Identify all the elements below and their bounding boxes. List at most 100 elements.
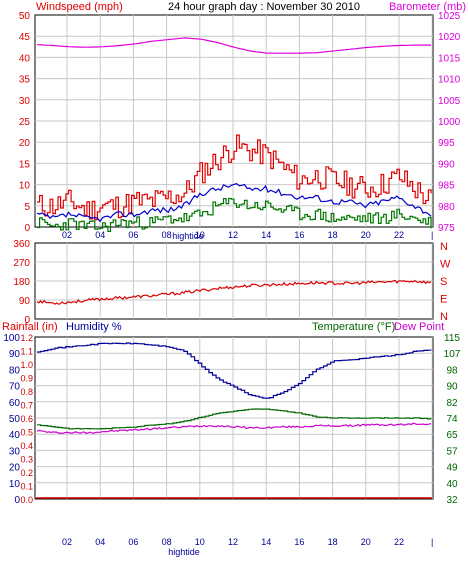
climate-x-tick: 20: [361, 537, 371, 547]
wind-y-tick: 40: [19, 53, 31, 64]
temperature-y-tick: 98: [446, 365, 458, 376]
temperature-y-tick: 49: [446, 463, 458, 474]
direction-y-tick: 90: [19, 296, 31, 307]
rainfall-y-tick: 0.2: [20, 468, 33, 478]
wind-y-tick: 10: [19, 181, 31, 192]
direction-line: [36, 279, 432, 305]
climate-x-tick: 22: [394, 537, 404, 547]
wind-x-tick: 16: [294, 230, 304, 240]
temperature-y-tick: 65: [446, 430, 458, 441]
rainfall-y-tick: 0.9: [20, 374, 33, 384]
temperature-y-tick: 32: [446, 495, 458, 506]
wind-y-tick: 25: [19, 117, 31, 128]
temperature-line: [37, 408, 432, 430]
humidity-y-tick: 100: [3, 333, 20, 344]
direction-y-tick: 180: [13, 277, 30, 288]
climate-x-tick: |: [431, 537, 433, 547]
humidity-y-tick: 10: [9, 479, 21, 490]
humidity-y-tick: 0: [14, 495, 20, 506]
wind-y-tick: 15: [19, 159, 31, 170]
barometer-y-tick: 1015: [438, 53, 461, 64]
wind-x-tick: |: [431, 230, 433, 240]
humidity-y-tick: 80: [9, 365, 21, 376]
dewpoint-line: [36, 422, 432, 435]
graph-title: 24 hour graph day : November 30 2010: [168, 1, 360, 13]
barometer-y-tick: 1010: [438, 75, 461, 86]
windspeed-axis-title: Windspeed (mph): [36, 1, 123, 13]
temperature-y-tick: 74: [446, 414, 458, 425]
wind-avg-line: [36, 183, 432, 223]
climate-x-tick: 14: [261, 537, 271, 547]
wind-x-tick: 20: [361, 230, 371, 240]
barometer-y-tick: 990: [438, 159, 455, 170]
humidity-y-tick: 90: [9, 349, 21, 360]
temperature-y-tick: 57: [446, 446, 458, 457]
hightide-label-bottom: hightide: [168, 547, 200, 557]
wind-y-tick: 20: [19, 138, 31, 149]
barometer-y-tick: 1005: [438, 96, 461, 107]
humidity-y-tick: 20: [9, 463, 21, 474]
climate-x-tick: 04: [95, 537, 105, 547]
wind-min-line: [37, 197, 432, 232]
temperature-y-tick: 115: [444, 333, 460, 344]
barometer-y-tick: 1020: [438, 32, 461, 43]
direction-y-tick: 0: [24, 315, 30, 326]
temperature-y-tick: 82: [446, 398, 458, 409]
wind-x-tick: 22: [394, 230, 404, 240]
climate-x-tick: 16: [294, 537, 304, 547]
humidity-y-tick: 50: [9, 414, 21, 425]
wind-x-tick: 12: [228, 230, 238, 240]
rainfall-y-tick: 0.1: [20, 482, 33, 492]
climate-x-tick: 06: [128, 537, 138, 547]
temperature-y-tick: 107: [444, 349, 461, 360]
wind-x-tick: 06: [128, 230, 138, 240]
dewpoint-axis-title: Dew Point: [394, 321, 444, 333]
climate-x-tick: 08: [162, 537, 172, 547]
direction-y-tick: 270: [13, 258, 30, 269]
humidity-line: [37, 342, 432, 399]
humidity-y-tick: 60: [9, 398, 21, 409]
humidity-y-tick: 40: [9, 430, 21, 441]
rainfall-axis-title: Rainfall (in): [2, 321, 58, 333]
wind-x-tick: 10: [195, 230, 205, 240]
barometer-y-tick: 975: [438, 223, 455, 234]
climate-x-tick: 02: [62, 537, 72, 547]
wind-y-tick: 0: [24, 223, 30, 234]
wind-x-tick: 18: [328, 230, 338, 240]
barometer-y-tick: 1025: [438, 11, 461, 22]
climate-x-tick: 18: [328, 537, 338, 547]
direction-compass-label: W: [440, 259, 451, 271]
humidity-y-tick: 70: [9, 382, 21, 393]
wind-y-tick: 30: [19, 96, 31, 107]
barometer-axis-title: Barometer (mb): [389, 1, 466, 13]
barometer-line: [36, 37, 431, 54]
temperature-y-tick: 40: [446, 479, 458, 490]
direction-compass-label: S: [440, 276, 447, 288]
wind-y-tick: 5: [24, 202, 30, 213]
wind-y-tick: 50: [19, 11, 31, 22]
direction-y-tick: 360: [13, 239, 30, 250]
direction-compass-label: N: [440, 241, 448, 253]
climate-x-tick: 10: [195, 537, 205, 547]
barometer-y-tick: 985: [438, 181, 455, 192]
rainfall-y-tick: 0.6: [20, 414, 33, 424]
climate-x-tick: 12: [228, 537, 238, 547]
humidity-y-tick: 30: [9, 446, 21, 457]
wind-max-line: [37, 134, 432, 221]
barometer-y-tick: 1000: [438, 117, 461, 128]
rainfall-y-tick: 1.1: [20, 347, 33, 357]
rainfall-y-tick: 0.8: [20, 387, 33, 397]
barometer-y-tick: 980: [438, 202, 455, 213]
temperature-axis-title: Temperature (°F): [312, 321, 395, 333]
direction-compass-label: N: [440, 311, 448, 323]
wind-x-tick: 04: [95, 230, 105, 240]
rainfall-y-tick: 0.7: [20, 401, 33, 411]
rainfall-y-tick: 1.2: [20, 333, 33, 343]
humidity-axis-title: Humidity %: [66, 321, 122, 333]
direction-compass-label: E: [440, 294, 447, 306]
rainfall-y-tick: 0.0: [20, 495, 33, 505]
temperature-y-tick: 90: [446, 382, 458, 393]
wind-x-tick: 08: [162, 230, 172, 240]
